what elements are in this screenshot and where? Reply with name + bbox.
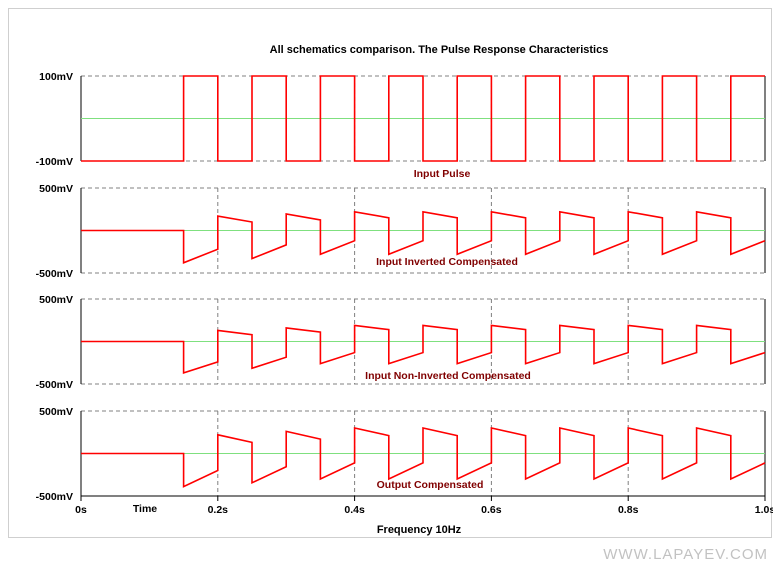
x-tick-label: 0s [75,504,87,516]
x-axis-unit-label: Time [133,503,157,515]
y-max-label: 500mV [39,183,73,195]
chart-title: All schematics comparison. The Pulse Res… [270,44,609,56]
series-label: Input Pulse [414,168,471,180]
x-tick-label: 1.0s [755,504,773,516]
x-tick-label: 0.4s [344,504,365,516]
y-max-label: 100mV [39,71,73,83]
panel-4: 500mV -500mV Output Compensated [36,406,765,503]
y-min-label: -100mV [36,156,73,168]
panel-3: 500mV -500mV Input Non-Inverted Compensate… [36,294,765,391]
series-label: Input Non-Inverted Compensated [365,370,531,382]
x-axis: Time Frequency 10Hz 0s 0.2s 0.4s 0.6s 0.8s 1.… [75,496,773,536]
x-tick-label: 0.6s [481,504,502,516]
panel-2: 500mV -500mV Input Inverted Compensated [36,183,765,280]
series-line [81,76,765,161]
x-tick-label: 0.2s [208,504,229,516]
y-max-label: 500mV [39,406,73,418]
chart-frame: All schematics comparison. The Pulse Res… [8,8,772,538]
pulse-response-chart: All schematics comparison. The Pulse Res… [9,9,773,539]
y-min-label: -500mV [36,491,73,503]
y-min-label: -500mV [36,379,73,391]
series-line [81,428,765,487]
panels: 100mV -100mV Input Pulse 500mV -500mV Input I… [36,71,765,503]
watermark: WWW.LAPAYEV.COM [603,546,768,563]
panel-1: 100mV -100mV Input Pulse [36,71,765,180]
series-label: Input Inverted Compensated [376,256,518,268]
series-label: Output Compensated [377,479,484,491]
y-min-label: -500mV [36,268,73,280]
x-tick-label: 0.8s [618,504,639,516]
series-line [81,325,765,373]
y-max-label: 500mV [39,294,73,306]
x-axis-title: Frequency 10Hz [377,524,462,536]
